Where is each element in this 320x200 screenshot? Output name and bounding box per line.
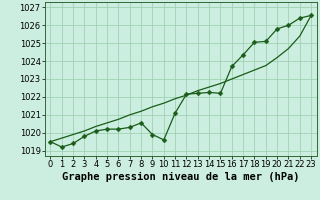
X-axis label: Graphe pression niveau de la mer (hPa): Graphe pression niveau de la mer (hPa) xyxy=(62,172,300,182)
